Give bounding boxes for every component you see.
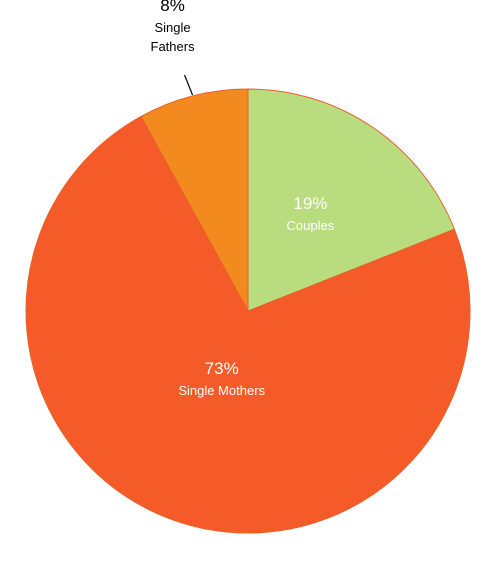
pie-slice-single-mothers [25,115,471,534]
pie-slices [25,88,471,534]
pie-slice-couples [247,88,456,312]
slice-percent-label: 73% [205,359,239,378]
slice-name-label: Couples [287,218,335,233]
slice-name-label: Fathers [151,39,196,54]
leader-line [183,74,194,96]
pie-labels: 19% Couples 73% Single Mothers 8% Single Fathe… [151,0,335,398]
slice-name-label: Single Mothers [178,383,265,398]
slice-percent-label: 19% [293,194,327,213]
slice-name-label: Single [154,20,190,35]
slice-label-single-fathers: 8% Single Fathers [151,0,196,54]
slice-percent-label: 8% [160,0,185,15]
slice-label-single-mothers: 73% Single Mothers [178,359,265,398]
slice-label-couples: 19% Couples [287,194,335,233]
pie-slice-single-fathers [140,88,249,312]
